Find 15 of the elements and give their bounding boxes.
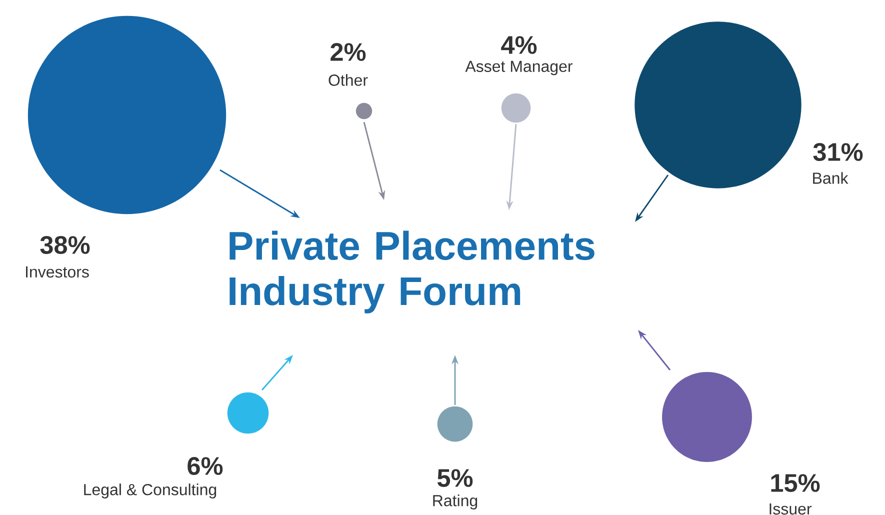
category-label: Other bbox=[328, 74, 368, 86]
data-label: 5% bbox=[437, 469, 473, 487]
category-label: Investors bbox=[26, 266, 89, 278]
data-label: 15% bbox=[771, 474, 820, 492]
data-label: 2% bbox=[330, 43, 366, 61]
data-label: 4% bbox=[501, 36, 537, 54]
category-label: Issuer bbox=[770, 503, 812, 515]
data-label: 38% bbox=[40, 236, 90, 254]
data-label: 31% bbox=[813, 143, 863, 161]
data-label: 6% bbox=[188, 457, 223, 475]
text: Private Placements Industry Forum bbox=[230, 230, 594, 314]
category-label: Bank bbox=[813, 172, 848, 184]
category-label: Legal & Consulting bbox=[84, 484, 216, 498]
category-label: Asset Manager bbox=[465, 60, 573, 76]
category-label: Rating bbox=[433, 494, 478, 510]
